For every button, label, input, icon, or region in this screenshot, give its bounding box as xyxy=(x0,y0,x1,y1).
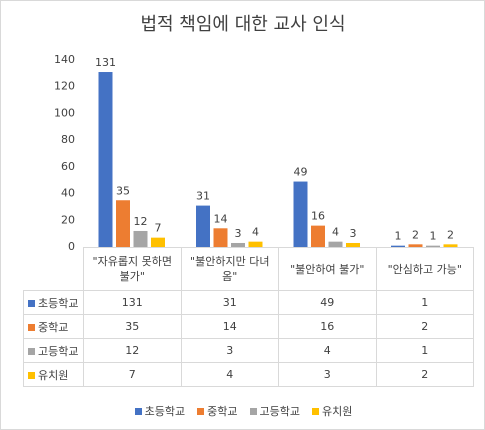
legend-key xyxy=(28,371,35,379)
table-value: 3 xyxy=(278,362,377,387)
bar xyxy=(116,200,130,247)
y-tick-label: 0 xyxy=(68,240,75,253)
legend-key xyxy=(197,408,205,415)
table-value: 3 xyxy=(180,338,279,363)
y-tick-label: 120 xyxy=(54,80,75,93)
x-tick-label: "안심하고 가능" xyxy=(375,247,474,291)
bar xyxy=(98,72,113,248)
series-cell: 고등학교 xyxy=(23,338,84,363)
table-value: 2 xyxy=(375,314,474,339)
series-cell: 유치원 xyxy=(23,362,84,387)
table-row: 고등학교 12 3 4 1 xyxy=(23,338,474,363)
table-value: 1 xyxy=(375,338,474,363)
bar xyxy=(231,242,245,247)
x-tick-label: "자유롭지 못하면 불가" xyxy=(83,247,182,291)
bar xyxy=(133,230,148,247)
data-label: 7 xyxy=(155,222,162,235)
corner-cell xyxy=(23,247,84,291)
data-label: 35 xyxy=(116,184,130,197)
data-label: 12 xyxy=(134,215,148,228)
legend: 초등학교 중학교 고등학교 유치원 xyxy=(1,403,484,419)
legend-item: 초등학교 xyxy=(133,405,185,418)
bar xyxy=(293,181,308,247)
table-value: 35 xyxy=(83,314,182,339)
series-name: 고등학교 xyxy=(38,344,79,358)
data-label: 1 xyxy=(430,230,437,243)
data-label: 4 xyxy=(332,226,339,239)
table-row: 초등학교 131 31 49 1 xyxy=(23,290,474,315)
x-tick-label: "불안하지만 다녀옴" xyxy=(180,247,279,291)
data-table: "자유롭지 못하면 불가" "불안하지만 다녀옴" "불안하여 불가" "안심하고 가… xyxy=(23,247,474,387)
legend-key xyxy=(28,347,35,355)
legend-label: 중학교 xyxy=(207,405,238,418)
bar xyxy=(196,205,210,247)
data-label: 3 xyxy=(235,227,242,240)
x-tick-label: "불안하여 불가" xyxy=(278,247,377,291)
bar xyxy=(391,245,405,247)
data-label: 2 xyxy=(447,228,454,241)
y-tick-label: 20 xyxy=(61,213,75,226)
legend-item: 유치원 xyxy=(310,405,352,418)
legend-key xyxy=(28,299,35,307)
data-label: 4 xyxy=(252,226,259,239)
table-value: 12 xyxy=(83,338,182,363)
data-label: 14 xyxy=(214,212,228,225)
series-cell: 중학교 xyxy=(23,314,84,339)
legend-key xyxy=(28,323,35,331)
legend-label: 초등학교 xyxy=(144,405,186,418)
data-label: 49 xyxy=(294,166,308,179)
table-value: 131 xyxy=(83,290,182,315)
data-label: 131 xyxy=(95,56,116,69)
data-label: 31 xyxy=(196,190,210,203)
y-tick-label: 140 xyxy=(54,53,75,66)
legend-item: 고등학교 xyxy=(248,405,300,418)
bar xyxy=(151,237,165,247)
legend-item: 중학교 xyxy=(195,405,238,418)
bar xyxy=(346,242,360,247)
y-tick-label: 60 xyxy=(61,160,75,173)
y-tick-label: 100 xyxy=(54,106,75,119)
legend-key xyxy=(249,408,257,415)
bar xyxy=(311,225,325,247)
legend-key xyxy=(134,408,142,415)
data-label: 1 xyxy=(395,230,402,243)
table-value: 4 xyxy=(180,362,279,387)
y-tick-label: 80 xyxy=(61,133,75,146)
table-row: 중학교 35 14 16 2 xyxy=(23,314,474,339)
legend-label: 고등학교 xyxy=(259,405,300,418)
table-value: 4 xyxy=(278,338,377,363)
table-value: 7 xyxy=(83,362,182,387)
series-name: 유치원 xyxy=(38,368,69,382)
bar xyxy=(443,244,458,247)
series-name: 중학교 xyxy=(38,320,69,334)
table-value: 14 xyxy=(180,314,279,339)
series-cell: 초등학교 xyxy=(23,290,84,315)
table-value: 2 xyxy=(375,362,474,387)
bar xyxy=(248,241,263,247)
table-value: 16 xyxy=(278,314,377,339)
header-row: "자유롭지 못하면 불가" "불안하지만 다녀옴" "불안하여 불가" "안심하고 가… xyxy=(23,247,474,291)
data-label: 16 xyxy=(311,210,325,223)
y-tick-label: 40 xyxy=(61,187,75,200)
legend-key xyxy=(311,408,319,415)
table-value: 1 xyxy=(375,290,474,315)
data-label: 3 xyxy=(350,227,357,240)
table-value: 31 xyxy=(180,290,279,315)
bar xyxy=(408,244,423,247)
legend-label: 유치원 xyxy=(321,405,353,418)
bar xyxy=(328,241,343,247)
chart-title: 법적 책임에 대한 교사 인식 xyxy=(140,14,345,35)
data-label: 2 xyxy=(412,228,419,241)
series-name: 초등학교 xyxy=(38,296,79,310)
bar xyxy=(426,245,440,247)
bar xyxy=(213,228,228,247)
table-value: 49 xyxy=(278,290,377,315)
table-row: 유치원 7 4 3 2 xyxy=(23,362,474,387)
